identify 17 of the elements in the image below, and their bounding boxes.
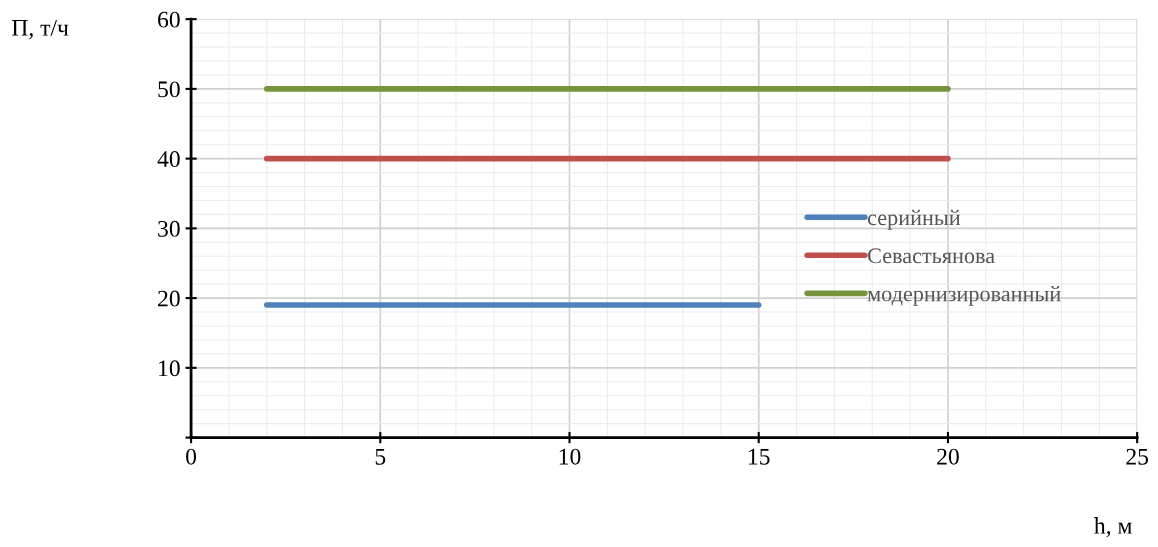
- legend-label: серийный: [867, 209, 961, 230]
- x-tick-label: 5: [375, 448, 386, 465]
- y-tick-label: 20: [158, 290, 180, 307]
- x-tick-label: 25: [1126, 448, 1149, 465]
- x-tick-label: 10: [559, 448, 581, 465]
- y-tick-label: 60: [158, 11, 180, 28]
- y-tick-label: 50: [158, 81, 180, 98]
- x-axis-title: h, м: [1094, 517, 1132, 538]
- y-tick-label: 10: [159, 360, 180, 377]
- x-tick-label: 20: [937, 448, 959, 465]
- legend-label: модернизированный: [867, 285, 1061, 306]
- y-axis-title: П, т/ч: [11, 19, 69, 40]
- y-tick-label: 30: [158, 220, 180, 237]
- legend-label: Севастьянова: [868, 248, 995, 264]
- x-tick-label: 15: [748, 448, 770, 465]
- x-tick-label: 0: [186, 448, 197, 465]
- y-tick-label: 40: [157, 151, 180, 168]
